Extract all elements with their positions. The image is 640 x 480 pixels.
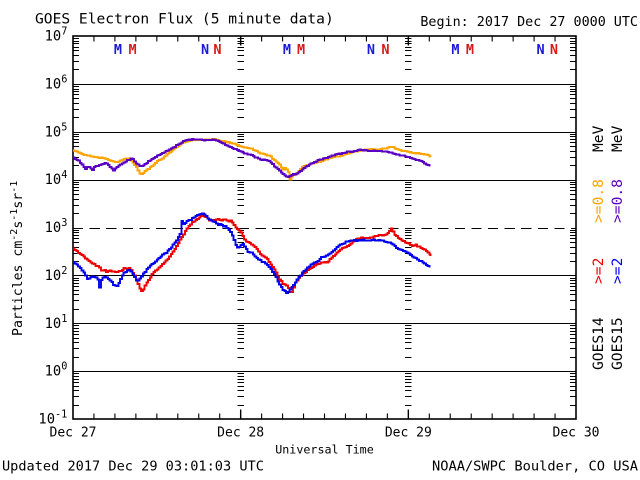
y-tick-exponent: 3 <box>61 218 67 229</box>
y-axis-title-superscript: -2 <box>9 229 20 241</box>
y-tick-label: 100 <box>45 362 68 380</box>
marker-noon: N <box>201 42 209 58</box>
y-axis-title: Particles cm-2s-1sr-1 <box>9 181 26 336</box>
y-tick-label: 104 <box>45 170 68 188</box>
legend-goes14-seg3: MeV <box>590 125 607 152</box>
x-tick-label: Dec 28 <box>217 426 264 441</box>
marker-noon: N <box>536 42 544 58</box>
legend-goes14-seg0: GOES14 <box>590 317 607 370</box>
marker-midnight: M <box>451 42 459 58</box>
y-tick-base: 10 <box>45 172 62 188</box>
legend-goes15-seg2: >=0.8 <box>609 179 626 223</box>
marker-midnight: M <box>283 42 291 58</box>
x-axis-title: Universal Time <box>275 443 374 457</box>
marker-noon: N <box>367 42 375 58</box>
marker-midnight: M <box>297 42 305 58</box>
y-axis-title-segment: sr <box>11 193 26 209</box>
legend-goes14-seg2: >=0.8 <box>590 179 607 223</box>
plot-frame <box>72 35 577 420</box>
y-tick-exponent: 4 <box>61 170 67 181</box>
marker-midnight: M <box>466 42 474 58</box>
y-axis-title-text: Particles cm-2s-1sr-1 <box>9 181 26 336</box>
marker-midnight: M <box>114 42 122 58</box>
x-tick-label: Dec 30 <box>553 426 600 441</box>
y-tick-base: 10 <box>45 124 62 140</box>
legend-goes15-seg1: >=2 <box>609 258 626 284</box>
y-tick-base: 10 <box>45 220 62 236</box>
x-tick-label: Dec 29 <box>385 426 432 441</box>
y-tick-exponent: 6 <box>61 74 67 85</box>
legend-goes15-seg0: GOES15 <box>609 317 626 370</box>
y-axis-title-superscript: -1 <box>9 181 20 193</box>
y-tick-label: 102 <box>45 266 68 284</box>
source-credit: NOAA/SWPC Boulder, CO USA <box>432 459 638 475</box>
plot-border <box>72 35 577 420</box>
y-axis-title-segment: s <box>11 221 26 229</box>
legend-goes14-seg1: >=2 <box>590 258 607 284</box>
axis-ticks <box>73 36 576 419</box>
begin-timestamp: Begin: 2017 Dec 27 0000 UTC <box>420 15 638 30</box>
y-tick-label: 107 <box>45 27 68 45</box>
y-tick-base: 10 <box>45 29 62 45</box>
y-tick-base: 10 <box>45 316 62 332</box>
y-tick-base: 10 <box>45 76 62 92</box>
flux-curve-g15_08 <box>73 138 431 178</box>
y-tick-exponent: 2 <box>61 266 67 277</box>
y-axis-title-segment: Particles cm <box>11 241 26 336</box>
marker-noon: N <box>550 42 558 58</box>
y-tick-label: 106 <box>45 74 68 92</box>
right-legend: GOES14 >=2 >=0.8 MeV GOES15 >=2 >=0.8 MeV <box>590 125 626 370</box>
grid-lines <box>73 83 576 373</box>
y-tick-base: 10 <box>38 412 55 428</box>
y-tick-exponent: 1 <box>61 314 67 325</box>
y-tick-base: 10 <box>45 268 62 284</box>
flux-curve-g15_2 <box>73 212 431 294</box>
updated-timestamp: Updated 2017 Dec 29 03:01:03 UTC <box>2 459 264 475</box>
y-tick-label: 101 <box>45 314 68 332</box>
y-tick-exponent: 5 <box>61 122 67 133</box>
series-curves <box>73 138 432 294</box>
x-tick-label: Dec 27 <box>50 426 97 441</box>
flux-curve-g14_2 <box>73 214 432 293</box>
marker-noon: N <box>213 42 221 58</box>
marker-midnight: M <box>128 42 136 58</box>
y-tick-exponent: 0 <box>61 362 67 373</box>
y-tick-label: 10-1 <box>38 410 67 428</box>
y-tick-label: 105 <box>45 122 68 140</box>
y-tick-exponent: -1 <box>55 410 67 421</box>
chart-title: GOES Electron Flux (5 minute data) <box>35 11 334 28</box>
y-tick-base: 10 <box>45 364 62 380</box>
marker-noon: N <box>381 42 389 58</box>
y-tick-exponent: 7 <box>61 27 67 38</box>
axis-labels: GOES Electron Flux (5 minute data) Begin… <box>2 11 638 475</box>
y-tick-label: 103 <box>45 218 68 236</box>
y-axis-title-superscript: -1 <box>9 209 20 221</box>
legend-goes15-seg3: MeV <box>609 125 626 152</box>
